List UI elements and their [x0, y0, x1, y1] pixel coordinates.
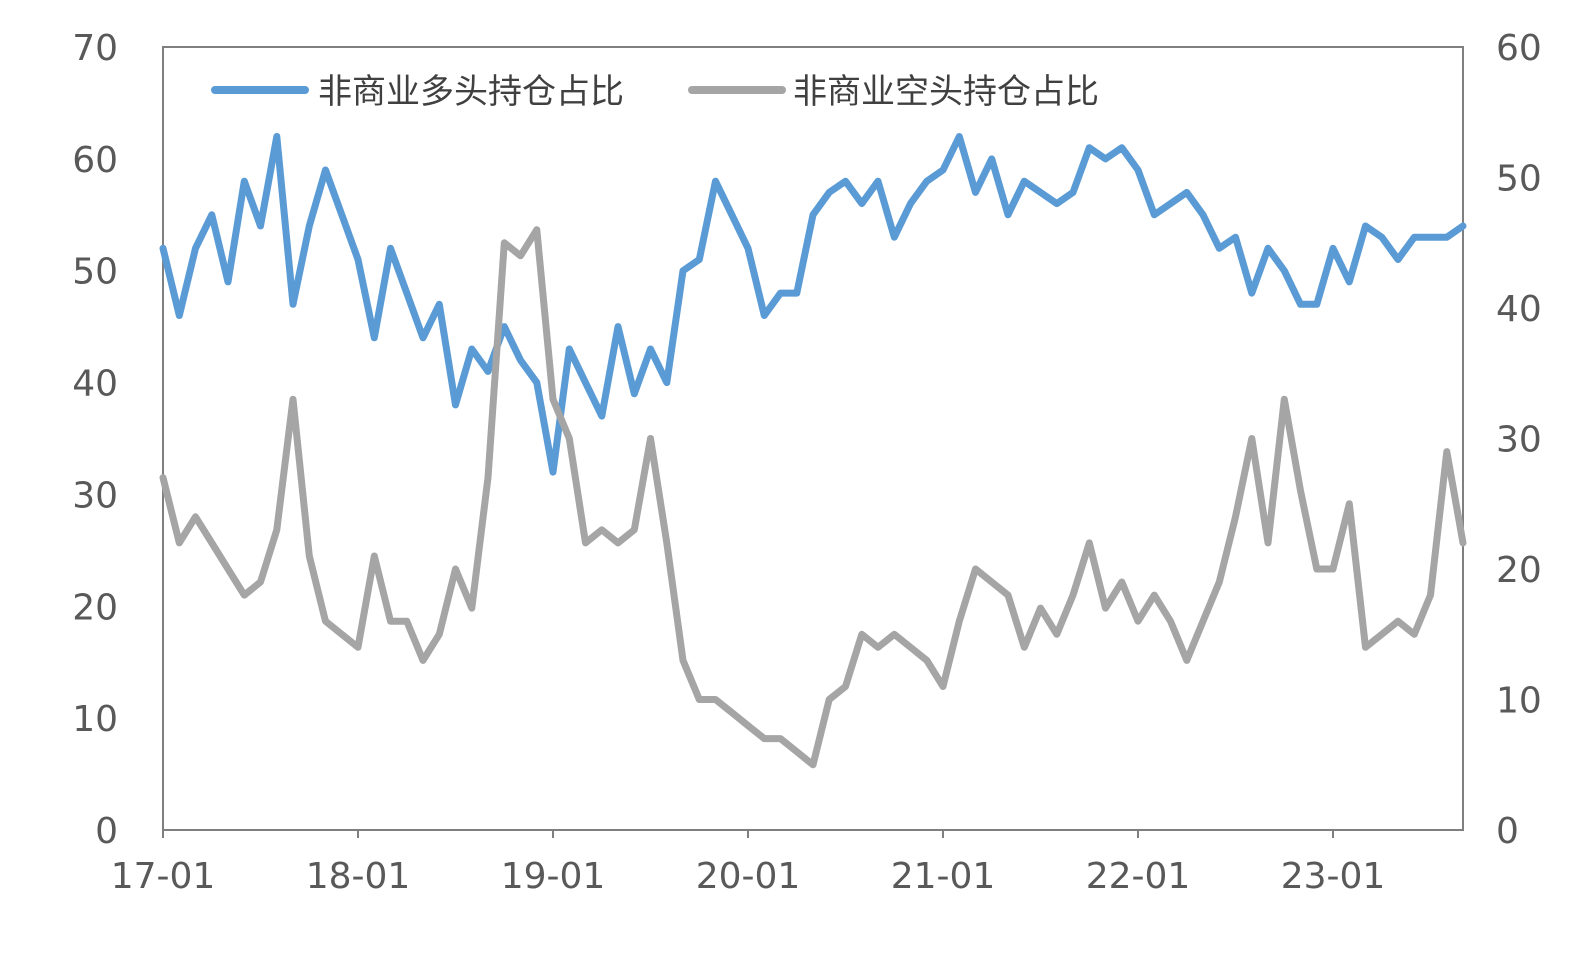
x-axis: 17-01 18-01 19-01 20-01 21-01 22-01 23-01	[111, 830, 1386, 897]
legend: 非商业多头持仓占比 非商业空头持仓占比	[211, 72, 1099, 112]
y-left-tick-label: 10	[72, 699, 118, 740]
x-tick-label: 23-01	[1281, 856, 1386, 897]
y-left-tick-label: 50	[72, 252, 118, 293]
y-right-tick-label: 60	[1496, 28, 1542, 69]
y-left-tick-label: 20	[72, 587, 118, 628]
y-axis-left: 0 10 20 30 40 50 60 70	[72, 28, 118, 852]
x-tick-label: 18-01	[306, 856, 411, 897]
y-left-tick-label: 70	[72, 28, 118, 69]
x-tick-label: 19-01	[501, 856, 606, 897]
y-axis-right: 0 10 20 30 40 50 60	[1496, 28, 1542, 852]
x-tick-label: 21-01	[891, 856, 996, 897]
legend-label-short: 非商业空头持仓占比	[793, 72, 1099, 112]
series-layer	[159, 133, 1467, 769]
y-left-tick-label: 60	[72, 140, 118, 181]
x-tick-label: 22-01	[1086, 856, 1191, 897]
series-line-short	[159, 226, 1467, 769]
plot-area-border	[162, 46, 1464, 831]
y-right-tick-label: 10	[1496, 681, 1542, 722]
x-tick-label: 17-01	[111, 856, 216, 897]
y-right-tick-label: 20	[1496, 550, 1542, 591]
y-left-tick-label: 30	[72, 475, 118, 516]
y-left-tick-label: 0	[95, 811, 118, 852]
y-left-tick-label: 40	[72, 364, 118, 405]
y-right-tick-label: 30	[1496, 420, 1542, 461]
y-right-tick-label: 50	[1496, 159, 1542, 200]
x-tick-label: 20-01	[696, 856, 801, 897]
y-right-tick-label: 40	[1496, 289, 1542, 330]
y-right-tick-label: 0	[1496, 811, 1519, 852]
series-line-long	[159, 133, 1467, 476]
legend-label-long: 非商业多头持仓占比	[318, 72, 624, 112]
